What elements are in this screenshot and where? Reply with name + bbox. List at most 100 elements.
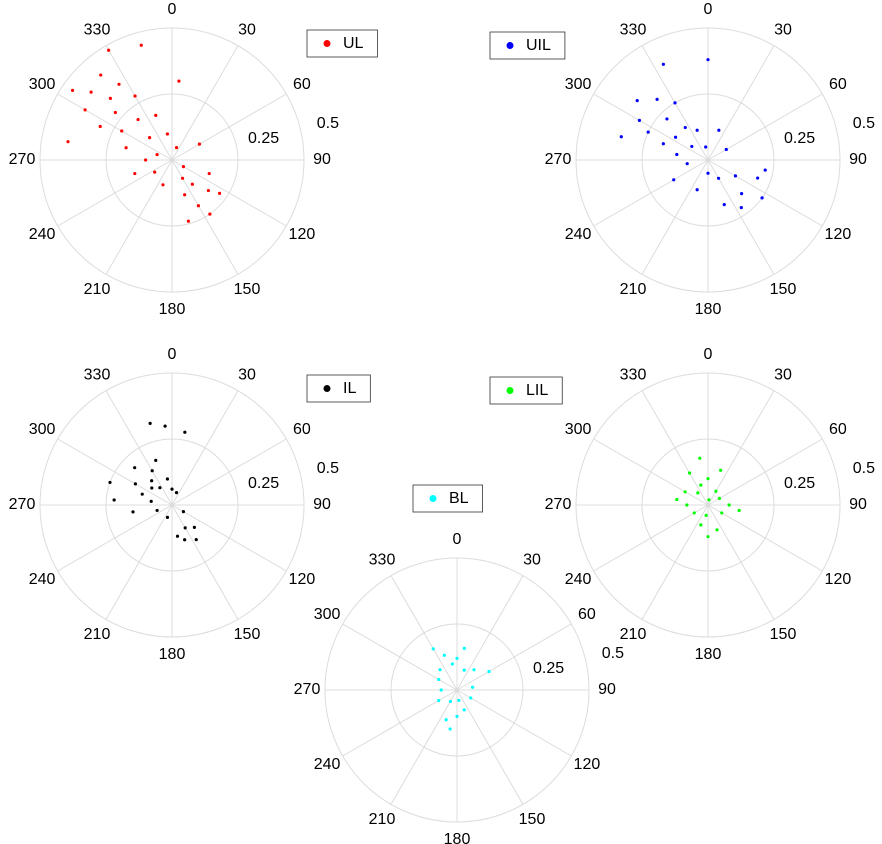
scatter-point: [706, 171, 710, 175]
scatter-point: [174, 490, 179, 495]
theta-tick-label: 0: [704, 346, 713, 363]
theta-tick-label: 180: [444, 831, 471, 844]
scatter-point: [431, 647, 435, 651]
scatter-point: [462, 668, 466, 672]
legend: LIL: [489, 376, 563, 405]
scatter-point: [136, 117, 140, 122]
theta-tick-label: 0: [704, 1, 713, 18]
scatter-point: [737, 508, 741, 513]
legend-box: [306, 29, 378, 58]
scatter-point: [716, 176, 721, 180]
scatter-point: [150, 486, 154, 490]
legend-marker: [506, 387, 514, 394]
scatter-point: [70, 88, 75, 92]
scatter-point: [113, 110, 117, 115]
scatter-point: [462, 646, 466, 651]
scatter-point: [98, 124, 102, 129]
scatter-point: [206, 188, 211, 193]
scatter-point: [183, 526, 187, 530]
r-tick-label: 0.5: [853, 460, 875, 477]
scatter-point: [139, 43, 143, 47]
theta-tick-label: 210: [84, 626, 111, 643]
scatter-point: [177, 79, 181, 83]
scatter-point: [699, 483, 703, 487]
scatter-point: [704, 513, 708, 517]
scatter-point: [706, 477, 710, 481]
r-tick-label: 0.5: [317, 115, 339, 132]
scatter-point: [675, 152, 679, 157]
ring-grid-line: [39, 372, 305, 638]
theta-tick-label: 210: [84, 281, 111, 298]
r-tick-label: 0.5: [602, 645, 624, 662]
scatter-point: [444, 718, 448, 722]
scatter-point: [690, 144, 694, 149]
theta-tick-label: 300: [565, 421, 592, 438]
legend-label: BL: [449, 490, 469, 507]
scatter-point: [161, 183, 165, 187]
scatter-point: [99, 73, 103, 77]
legend-marker: [429, 495, 437, 502]
ring-grid-line: [575, 27, 841, 293]
scatter-point: [685, 503, 689, 507]
scatter-point: [133, 466, 137, 470]
theta-tick-label: 240: [565, 571, 592, 588]
r-tick-label: 0.25: [533, 660, 564, 677]
theta-tick-label: 30: [238, 366, 256, 383]
theta-tick-label: 30: [774, 21, 792, 38]
ring-grid-line: [324, 557, 590, 823]
theta-tick-label: 120: [825, 226, 852, 243]
scatter-point: [739, 205, 743, 210]
scatter-point: [196, 204, 200, 208]
theta-tick-label: 270: [545, 151, 572, 168]
scatter-point: [719, 468, 723, 472]
scatter-point: [740, 192, 744, 196]
scatter-point: [683, 490, 687, 494]
scatter-point: [727, 503, 731, 507]
theta-tick-label: 120: [289, 226, 316, 243]
legend: BL: [412, 484, 483, 513]
theta-tick-label: 210: [620, 626, 647, 643]
scatter-point: [448, 727, 452, 731]
scatter-point: [438, 668, 442, 672]
scatter-point: [717, 496, 722, 500]
ring-grid-line: [390, 623, 524, 757]
theta-tick-label: 150: [770, 626, 797, 643]
scatter-point: [698, 456, 702, 460]
theta-tick-label: 270: [9, 496, 36, 513]
theta-tick-label: 120: [825, 571, 852, 588]
theta-tick-label: 270: [9, 151, 36, 168]
theta-tick-label: 180: [695, 646, 722, 663]
scatter-point: [163, 424, 167, 428]
scatter-point: [140, 492, 144, 496]
scatter-point: [707, 498, 711, 502]
legend-box: [489, 376, 563, 405]
theta-tick-label: 60: [293, 76, 311, 93]
scatter-point: [704, 145, 708, 149]
r-tick-label: 0.25: [248, 475, 279, 492]
scatter-point: [183, 430, 187, 434]
ring-grid-line: [575, 372, 841, 638]
scatter-point: [180, 176, 185, 180]
legend: UIL: [489, 31, 566, 60]
scatter-point: [108, 480, 112, 485]
theta-tick-label: 60: [293, 421, 311, 438]
scatter-point: [133, 171, 137, 176]
theta-tick-label: 30: [774, 366, 792, 383]
scatter-point: [672, 178, 676, 182]
scatter-point: [155, 508, 159, 513]
scatter-point: [472, 668, 476, 672]
scatter-point: [487, 669, 491, 674]
scatter-point: [673, 101, 677, 105]
scatter-point: [455, 714, 459, 719]
scatter-point: [635, 99, 639, 103]
theta-tick-label: 150: [770, 281, 797, 298]
scatter-point: [655, 97, 659, 101]
scatter-point: [183, 193, 187, 197]
scatter-point: [673, 135, 678, 139]
scatter-point: [661, 62, 665, 66]
scatter-point: [442, 653, 446, 657]
scatter-point: [112, 498, 116, 502]
polar-axes: 0 30 60 90 120 150 180 210 240 270 300 330 0.25 0.5 BL: [294, 484, 624, 844]
scatter-point: [174, 145, 179, 150]
